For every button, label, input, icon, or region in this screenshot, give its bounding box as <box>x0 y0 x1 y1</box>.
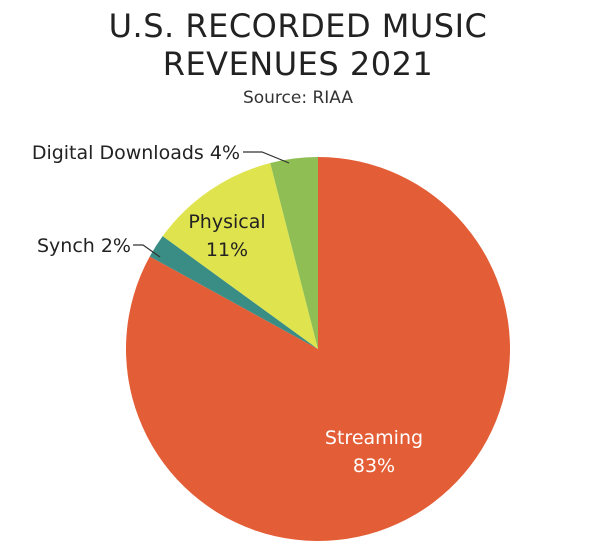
chart-title-line-2: REVENUES 2021 <box>162 45 434 83</box>
pie-slice-streaming <box>125 157 510 542</box>
label-physical-name: Physical <box>188 211 265 233</box>
label-streaming-percent: 83% <box>353 455 395 477</box>
label-streaming-name: Streaming <box>325 427 423 449</box>
chart-subtitle: Source: RIAA <box>242 88 354 108</box>
label-digital-downloads: Digital Downloads 4% <box>32 142 240 164</box>
pie-slice-digital-downloads <box>270 157 318 349</box>
pie-slices <box>125 157 510 542</box>
chart-title-line-1: U.S. RECORDED MUSIC <box>108 7 488 45</box>
pie-slice-physical <box>162 163 318 349</box>
label-synch: Synch 2% <box>37 235 131 257</box>
synch-leader-line <box>133 244 161 258</box>
downloads-leader-line <box>243 151 290 164</box>
label-physical-percent: 11% <box>206 239 248 261</box>
pie-slice-synch <box>149 236 318 349</box>
